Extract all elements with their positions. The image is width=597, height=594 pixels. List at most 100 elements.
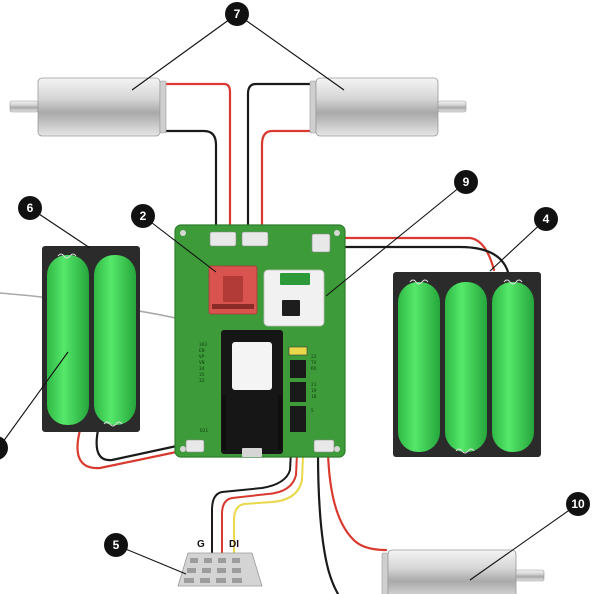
header-pins <box>290 360 306 378</box>
wire-black <box>328 245 510 274</box>
callout-number: 2 <box>140 209 147 223</box>
mount-hole <box>180 230 186 236</box>
motor-body <box>37 77 161 137</box>
silk-label: 35 <box>199 372 205 378</box>
motor-driver-module <box>208 265 258 315</box>
motor-body <box>387 549 517 594</box>
battery-spring <box>503 279 523 285</box>
silk-label: 19 <box>311 388 317 394</box>
wire-red <box>161 82 232 234</box>
callout-5: 5 <box>104 533 128 557</box>
receiver-chip <box>282 300 300 316</box>
battery-cell <box>47 255 89 425</box>
callout-partial-left <box>0 436 8 460</box>
wire-black <box>161 129 218 234</box>
callout-number: 5 <box>113 538 120 552</box>
motor-shaft <box>9 100 39 113</box>
wire-yellow <box>233 431 305 554</box>
motor-bottom <box>381 549 545 594</box>
silk-label: EN <box>199 348 205 354</box>
mcu-pin-row <box>222 395 226 450</box>
callout-badge <box>104 533 128 557</box>
motor-body <box>315 77 439 137</box>
callout-4: 4 <box>534 207 558 231</box>
led-pin-di-label: DI <box>229 539 239 550</box>
motor-shaft <box>515 569 545 582</box>
connector-battery-right <box>311 233 331 253</box>
connector-motor-right <box>241 231 269 247</box>
wire-red <box>76 428 188 470</box>
battery-cell <box>398 282 440 452</box>
wires <box>0 82 510 594</box>
battery-spring <box>455 448 475 454</box>
microcontroller-board <box>221 330 283 457</box>
wire-red <box>221 431 299 554</box>
battery-cell <box>492 282 534 452</box>
callout-10: 10 <box>566 492 590 516</box>
battery-right <box>393 272 541 457</box>
silk-label: 18 <box>311 394 317 400</box>
silk-label: 34 <box>199 366 205 372</box>
callout-number: 6 <box>27 201 34 215</box>
mcu-usb-port <box>242 448 262 457</box>
header-pins <box>290 406 306 432</box>
battery-cell <box>94 255 136 425</box>
driver-header <box>212 304 254 309</box>
led-pads <box>184 558 242 583</box>
motor-endcap <box>159 80 167 134</box>
callout-badge <box>225 2 249 26</box>
callout-badge <box>0 436 8 460</box>
connector-battery-left <box>185 439 205 453</box>
mount-hole <box>334 446 340 452</box>
battery-spring <box>57 253 77 259</box>
silk-label: 3V3 <box>199 342 207 348</box>
led-module: G DI <box>177 539 263 587</box>
silk-label: D21 <box>200 428 208 434</box>
callout-2: 2 <box>131 204 155 228</box>
receiver-connector <box>280 273 310 285</box>
wire-red <box>326 450 388 552</box>
callout-leaders <box>0 13 579 581</box>
wire-black <box>211 431 293 554</box>
callout-7: 7 <box>225 2 249 26</box>
callout-number: 7 <box>234 7 241 21</box>
silk-label: VN <box>199 360 205 366</box>
battery-spring <box>409 279 429 285</box>
connector-motor-bottom <box>313 439 335 453</box>
connector-motor-left <box>209 231 237 247</box>
callout-number: 9 <box>463 175 470 189</box>
callout-badge <box>454 170 478 194</box>
mount-hole <box>180 446 186 452</box>
callout-9: 9 <box>454 170 478 194</box>
header-pins <box>290 382 306 402</box>
mcu-pin-row <box>278 395 282 450</box>
motor-shaft <box>437 100 467 113</box>
mcu-shield <box>232 342 272 390</box>
silk-label: 22 <box>311 354 317 360</box>
battery-spring <box>103 421 123 427</box>
silk-label: 5 <box>311 408 314 414</box>
wire-black <box>316 450 340 594</box>
wire-red <box>260 129 315 234</box>
driver-chip <box>223 276 243 302</box>
mount-hole <box>334 230 340 236</box>
receiver-module <box>263 269 325 327</box>
callout-badge <box>566 492 590 516</box>
battery-left <box>42 246 140 432</box>
motor-top-left <box>9 77 167 137</box>
main-pcb: 3V3 EN VP VN 34 35 32 22 TX RX 21 19 18 … <box>174 224 346 458</box>
callout-badge <box>534 207 558 231</box>
wire-red <box>328 236 496 272</box>
callout-6: 6 <box>18 196 42 220</box>
battery-cell <box>445 282 487 452</box>
led-pin-g-label: G <box>197 539 205 550</box>
silk-label: 32 <box>199 378 205 384</box>
wire-black <box>246 82 315 234</box>
callout-badge <box>131 204 155 228</box>
header-yellow <box>288 346 308 356</box>
motor-endcap <box>381 552 389 594</box>
motor-top-right <box>309 77 467 137</box>
callout-number: 10 <box>571 497 585 511</box>
silk-label: RX <box>311 366 317 372</box>
